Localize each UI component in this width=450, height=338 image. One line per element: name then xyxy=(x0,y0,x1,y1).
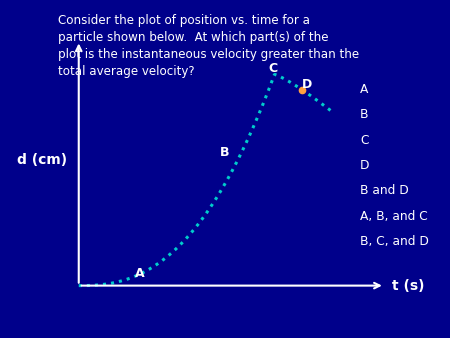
Text: A, B, and C: A, B, and C xyxy=(360,210,428,222)
Text: B, C, and D: B, C, and D xyxy=(360,235,429,248)
Text: B: B xyxy=(360,108,369,121)
Text: d (cm): d (cm) xyxy=(18,153,68,167)
Text: C: C xyxy=(360,134,369,146)
Text: A: A xyxy=(135,267,144,281)
Text: Consider the plot of position vs. time for a
particle shown below.  At which par: Consider the plot of position vs. time f… xyxy=(58,14,360,77)
Text: D: D xyxy=(302,78,312,91)
Text: A: A xyxy=(360,83,369,96)
Text: B and D: B and D xyxy=(360,184,409,197)
Text: B: B xyxy=(220,146,229,159)
Text: C: C xyxy=(269,62,278,75)
Text: t (s): t (s) xyxy=(392,279,424,293)
Text: D: D xyxy=(360,159,369,172)
